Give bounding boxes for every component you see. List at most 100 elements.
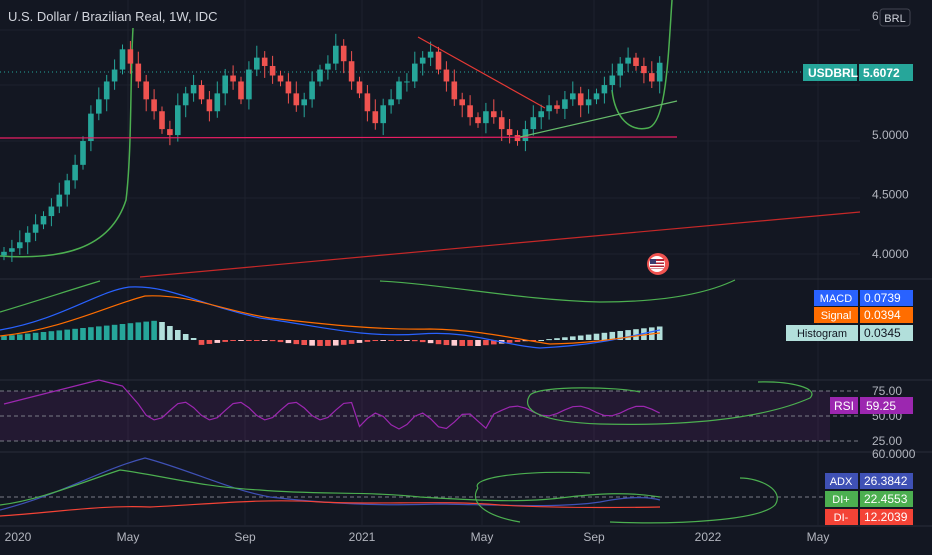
histogram-bar bbox=[246, 340, 252, 341]
histogram-bar bbox=[182, 334, 189, 340]
histogram-bar bbox=[483, 340, 489, 346]
currency-badge[interactable]: BRL bbox=[879, 8, 911, 27]
candle-body bbox=[443, 69, 450, 82]
time-axis[interactable]: 2020 May Sep 2021 May Sep 2022 May bbox=[5, 530, 830, 544]
rsi-tick-label: 75.00 bbox=[872, 384, 902, 398]
candle-body bbox=[577, 93, 584, 106]
candle-body bbox=[641, 65, 647, 74]
histogram-bar bbox=[222, 340, 228, 342]
candle-body bbox=[656, 62, 663, 82]
candle-body bbox=[222, 75, 228, 94]
histogram-bar bbox=[17, 334, 23, 340]
candle-body bbox=[64, 180, 70, 195]
ascending-trendline bbox=[519, 100, 678, 138]
candle-body bbox=[617, 63, 623, 76]
macd-pane bbox=[0, 279, 736, 349]
candle-body bbox=[9, 248, 15, 252]
candle-body bbox=[285, 81, 292, 94]
candle-body bbox=[277, 75, 284, 82]
descending-trendline bbox=[417, 36, 546, 109]
rsi-value: 59.25 bbox=[866, 399, 896, 413]
histogram-bar bbox=[277, 340, 284, 343]
time-tick-label: 2022 bbox=[695, 530, 722, 544]
histogram-bar bbox=[475, 340, 481, 346]
green-curve-annotation bbox=[474, 471, 778, 524]
candle-body bbox=[32, 224, 39, 233]
histogram-bar bbox=[388, 340, 394, 341]
trendline-annotations[interactable] bbox=[0, 36, 861, 278]
candle-body bbox=[530, 117, 537, 130]
candle-body bbox=[230, 75, 236, 82]
candle-body bbox=[546, 105, 552, 112]
signal-value: 0.0394 bbox=[864, 308, 901, 322]
di-minus-label: DI- bbox=[834, 512, 849, 524]
last-price-label: USDBRL 5.6072 bbox=[803, 64, 913, 81]
histogram-bar bbox=[522, 340, 529, 342]
histogram-bar bbox=[40, 332, 47, 340]
candle-body bbox=[356, 81, 363, 94]
candle-body bbox=[309, 81, 315, 100]
histogram-bar bbox=[412, 340, 418, 342]
histogram-bar bbox=[103, 325, 110, 340]
candle-body bbox=[609, 75, 616, 86]
candle-body bbox=[633, 57, 639, 66]
long-trendline bbox=[139, 211, 861, 278]
candle-body bbox=[348, 61, 355, 82]
histogram-bar bbox=[206, 340, 213, 344]
candle-body bbox=[491, 111, 497, 118]
time-tick-label: 2020 bbox=[5, 530, 32, 544]
green-curve-annotation bbox=[0, 279, 736, 313]
histogram-bar bbox=[641, 328, 647, 340]
histogram-bar bbox=[190, 338, 197, 340]
candle-body bbox=[206, 99, 213, 112]
histogram-bar bbox=[585, 334, 592, 340]
signal-label: Signal bbox=[821, 310, 852, 322]
candle-body bbox=[325, 63, 331, 70]
price-tick-label: 4.0000 bbox=[872, 247, 909, 261]
histogram-bar bbox=[72, 328, 78, 340]
histogram-bar bbox=[111, 324, 118, 340]
histogram-bar bbox=[348, 340, 355, 344]
candle-body bbox=[380, 105, 386, 124]
di-plus-line bbox=[0, 469, 661, 506]
histogram-bar bbox=[269, 340, 276, 342]
histogram-value: 0.0345 bbox=[864, 326, 901, 340]
rsi-pane bbox=[0, 379, 860, 442]
candle-body bbox=[56, 194, 63, 207]
candle-body bbox=[40, 216, 47, 225]
rsi-tick-label: 25.00 bbox=[872, 434, 902, 448]
us-flag-icon[interactable] bbox=[647, 253, 669, 275]
histogram-bar bbox=[506, 340, 513, 343]
adx-tick-label: 60.0000 bbox=[872, 447, 916, 461]
histogram-bar bbox=[301, 340, 307, 346]
histogram-bar bbox=[419, 340, 426, 343]
candle-body bbox=[506, 129, 513, 136]
histogram-bar bbox=[317, 340, 323, 346]
candle-body bbox=[254, 57, 260, 70]
candle-body bbox=[396, 81, 402, 100]
rsi-legend: RSI 59.25 bbox=[830, 397, 913, 414]
histogram-bar bbox=[214, 340, 221, 343]
histogram-bar bbox=[56, 330, 63, 340]
candle-body bbox=[514, 135, 521, 142]
candle-body bbox=[151, 99, 157, 112]
candle-body bbox=[246, 69, 252, 100]
histogram-bar bbox=[135, 322, 142, 340]
candle-body bbox=[24, 232, 31, 243]
candle-body bbox=[467, 105, 473, 118]
time-tick-label: May bbox=[807, 530, 830, 544]
candle-body bbox=[88, 113, 94, 142]
histogram-bar bbox=[238, 340, 244, 341]
candle-body bbox=[412, 63, 418, 82]
candle-body bbox=[159, 111, 165, 130]
histogram-bar bbox=[404, 340, 410, 341]
candle-body bbox=[190, 85, 197, 94]
candle-body bbox=[261, 57, 268, 66]
histogram-bar bbox=[380, 340, 386, 341]
candle-body bbox=[585, 99, 592, 106]
histogram-bar bbox=[88, 327, 94, 340]
histogram-bar bbox=[443, 340, 450, 346]
histogram-bar bbox=[167, 326, 173, 340]
candle-body bbox=[459, 99, 465, 106]
